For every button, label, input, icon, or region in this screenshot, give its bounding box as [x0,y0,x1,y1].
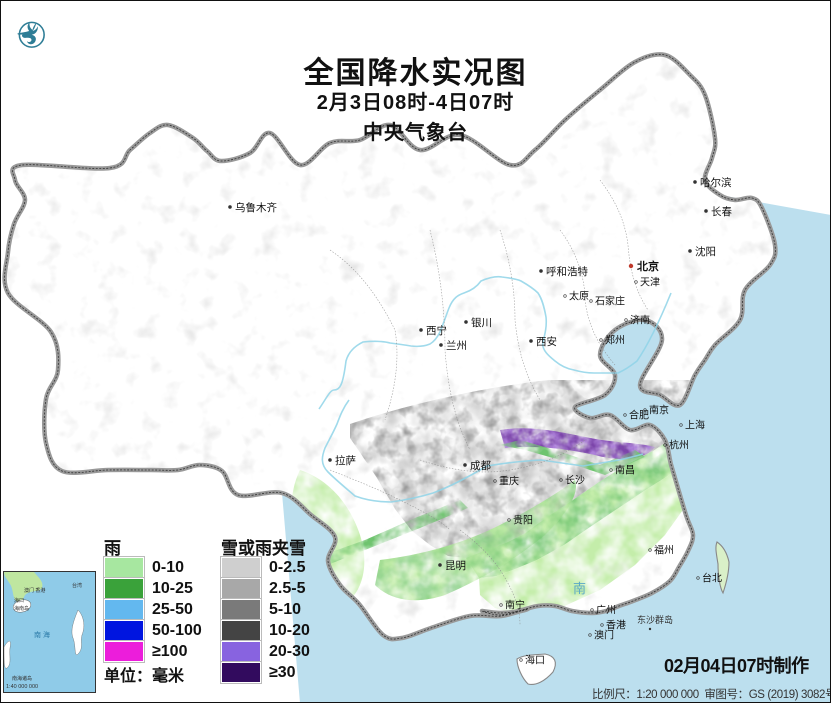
svg-text:南昌: 南昌 [615,464,635,477]
svg-text:石家庄: 石家庄 [595,295,625,308]
svg-text:海口: 海口 [14,597,24,604]
svg-text:南京: 南京 [649,404,669,417]
svg-text:成都: 成都 [470,460,491,472]
svg-text:长沙: 长沙 [565,475,585,487]
svg-text:福州: 福州 [654,544,674,557]
svg-text:呼和浩特: 呼和浩特 [546,266,588,278]
svg-text:重庆: 重庆 [499,475,519,488]
svg-text:郑州: 郑州 [605,334,625,347]
svg-text:南宁: 南宁 [505,599,525,612]
svg-text:贵阳: 贵阳 [513,514,533,527]
svg-text:沈阳: 沈阳 [695,245,716,258]
svg-text:西宁: 西宁 [426,324,447,337]
svg-text:澳门 香港: 澳门 香港 [24,587,45,594]
svg-text:昆明: 昆明 [445,560,466,572]
svg-text:东沙群岛: 东沙群岛 [637,614,673,625]
svg-text:南 海: 南 海 [34,630,50,639]
svg-text:杭州: 杭州 [669,439,689,452]
svg-text:北京: 北京 [637,259,659,273]
svg-text:上海: 上海 [685,419,705,432]
svg-text:哈尔滨: 哈尔滨 [700,176,732,189]
svg-text:乌鲁木齐: 乌鲁木齐 [235,201,277,214]
svg-text:台湾: 台湾 [72,582,82,589]
svg-text:南海诸岛: 南海诸岛 [12,675,32,682]
svg-text:天津: 天津 [640,277,660,289]
svg-text:澳门: 澳门 [594,629,614,642]
svg-text:银川: 银川 [471,316,492,329]
svg-text:兰州: 兰州 [446,339,467,352]
svg-text:1:40 000 000: 1:40 000 000 [6,684,38,690]
svg-text:济南: 济南 [630,314,650,327]
svg-text:太原: 太原 [569,290,589,303]
svg-text:海口: 海口 [525,654,545,667]
svg-text:西安: 西安 [536,335,557,348]
svg-text:海南岛: 海南岛 [14,605,29,612]
svg-text:台北: 台北 [702,572,722,585]
svg-text:拉萨: 拉萨 [335,454,356,467]
svg-text:南: 南 [573,581,586,596]
svg-text:长春: 长春 [711,206,732,218]
svg-text:广州: 广州 [596,605,616,617]
